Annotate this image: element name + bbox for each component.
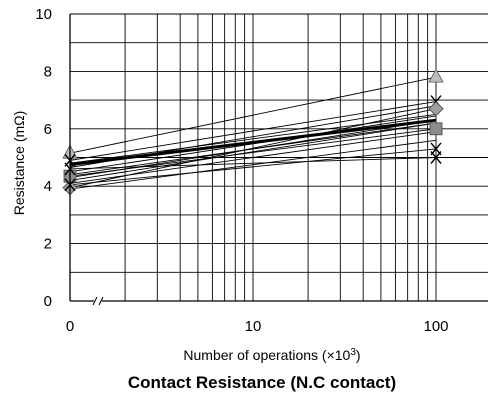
y-tick-label-5: 10	[35, 6, 52, 23]
series-3-marker-1	[428, 101, 444, 117]
y-tick-label-0: 0	[44, 293, 52, 310]
series-line-6	[69, 118, 437, 167]
series-line-13	[69, 148, 437, 186]
axis-break-mark-left	[92, 296, 98, 306]
series-line-14	[69, 157, 437, 170]
y-tick-label-2: 4	[44, 178, 52, 195]
x-axis-label-exponent: 3	[350, 347, 356, 358]
chart-title: Contact Resistance (N.C contact)	[128, 373, 396, 392]
axis-break-mark-right	[98, 296, 104, 306]
series-line-8	[69, 122, 437, 176]
series-line-11	[69, 131, 437, 184]
series-line-1	[69, 101, 437, 161]
x-axis-label-tail: )	[356, 347, 361, 363]
labels: Resistance (mΩ) Number of operations (×1…	[11, 111, 396, 392]
series-14-marker-1-stroke-b	[430, 151, 442, 164]
y-tick-label-4: 8	[44, 63, 52, 80]
y-tick-label-3: 6	[44, 121, 52, 138]
y-tick-label-1: 2	[44, 236, 52, 253]
series-line-12	[69, 139, 437, 190]
y-axis-label: Resistance (mΩ)	[11, 111, 27, 216]
x-tick-label-0: 0	[66, 318, 74, 335]
series-10-marker-1	[429, 122, 443, 136]
series-line-10	[69, 128, 437, 177]
series-layer	[62, 68, 444, 196]
series-line-4	[69, 114, 437, 164]
x-axis-label: Number of operations (×103)	[183, 347, 360, 363]
x-axis-label-main: Number of operations (×10	[183, 347, 350, 363]
axis-break-gap	[94, 295, 102, 307]
series-line-9	[69, 122, 437, 181]
series-0-marker-1	[428, 68, 444, 83]
x-tick-label-1: 10	[245, 318, 262, 335]
series-line-0	[69, 76, 437, 154]
x-tick-label-2: 100	[423, 318, 448, 335]
series-14-marker-1	[430, 151, 442, 164]
